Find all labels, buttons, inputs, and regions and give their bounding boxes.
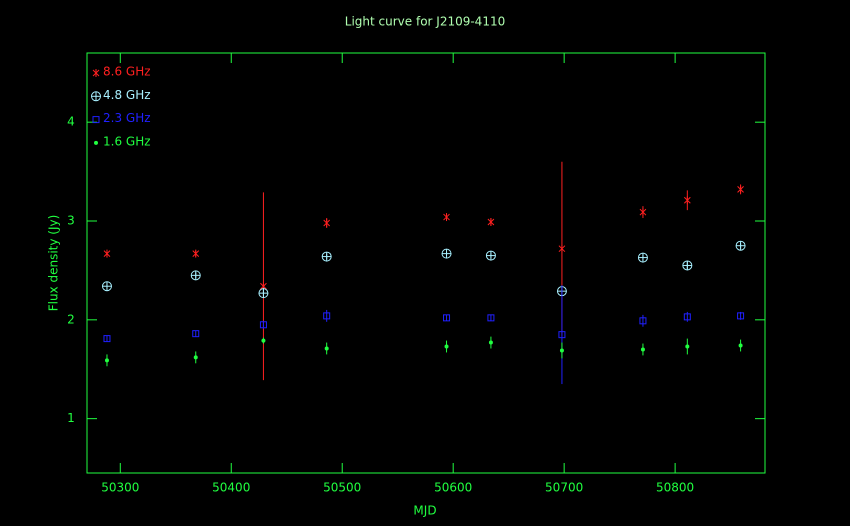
data-point xyxy=(101,281,112,292)
data-point xyxy=(323,218,331,227)
marker-part xyxy=(683,313,691,321)
data-point xyxy=(487,217,495,226)
marker-part xyxy=(559,348,564,353)
data-point xyxy=(737,185,744,194)
data-point xyxy=(443,213,450,222)
legend-marker xyxy=(92,116,100,124)
data-point xyxy=(190,270,201,281)
marker-part xyxy=(94,140,98,145)
x-tick-label: 50300 xyxy=(101,481,139,495)
y-tick-label: 4 xyxy=(67,115,75,129)
legend-label: 8.6 GHz xyxy=(103,65,151,79)
marker-part xyxy=(261,338,266,343)
data-point xyxy=(735,240,746,251)
data-point xyxy=(258,288,269,299)
marker-part xyxy=(324,346,329,351)
x-tick-label: 50700 xyxy=(545,481,583,495)
data-point xyxy=(738,343,743,348)
marker-part xyxy=(92,116,100,124)
data-point xyxy=(558,331,566,339)
data-point xyxy=(685,344,690,349)
marker-part xyxy=(104,358,109,363)
data-point xyxy=(444,344,449,349)
data-point xyxy=(443,314,451,322)
data-point xyxy=(261,338,266,343)
plot-frame xyxy=(86,52,766,474)
data-point xyxy=(323,312,331,320)
y-axis-label: Flux density (Jy) xyxy=(47,215,61,312)
data-point xyxy=(321,251,332,262)
data-point xyxy=(192,249,200,258)
data-point xyxy=(193,355,198,360)
data-point xyxy=(103,249,111,258)
marker-part xyxy=(639,317,647,325)
marker-part xyxy=(685,344,690,349)
data-point xyxy=(639,208,647,217)
x-tick-label: 50600 xyxy=(434,481,472,495)
legend-label: 2.3 GHz xyxy=(103,111,151,125)
data-point xyxy=(192,330,200,338)
legend-marker xyxy=(91,91,101,102)
x-tick-label: 50800 xyxy=(656,481,694,495)
data-point xyxy=(259,321,267,329)
marker-part xyxy=(558,331,566,339)
data-point xyxy=(682,260,693,271)
marker-part xyxy=(259,321,267,329)
data-point xyxy=(637,252,648,263)
x-tick-label: 50500 xyxy=(323,481,361,495)
x-tick-label: 50400 xyxy=(212,481,250,495)
data-point xyxy=(683,313,691,321)
marker-part xyxy=(443,314,451,322)
marker-part xyxy=(192,330,200,338)
data-point xyxy=(558,244,566,253)
data-point xyxy=(487,314,495,322)
x-axis-label: MJD xyxy=(413,504,436,518)
marker-part xyxy=(193,355,198,360)
data-point xyxy=(441,248,452,259)
marker-part xyxy=(488,340,493,345)
y-tick-label: 3 xyxy=(67,214,75,228)
legend-label: 1.6 GHz xyxy=(103,134,151,148)
data-point xyxy=(485,250,496,261)
data-point xyxy=(324,346,329,351)
marker-part xyxy=(323,312,331,320)
marker-part xyxy=(103,335,111,343)
chart-title: Light curve for J2109-4110 xyxy=(345,15,505,29)
legend-label: 4.8 GHz xyxy=(103,88,151,102)
marker-part xyxy=(738,343,743,348)
marker-part xyxy=(487,314,495,322)
legend-marker xyxy=(92,69,100,77)
data-point xyxy=(640,347,645,352)
data-point xyxy=(559,348,564,353)
data-point xyxy=(639,317,647,325)
marker-part xyxy=(444,344,449,349)
data-point xyxy=(683,196,691,205)
data-point xyxy=(104,358,109,363)
marker-part xyxy=(737,312,745,320)
data-point xyxy=(488,340,493,345)
y-tick-label: 1 xyxy=(67,411,75,425)
data-point xyxy=(737,312,745,320)
data-point xyxy=(103,335,111,343)
y-tick-label: 2 xyxy=(67,312,75,326)
marker-part xyxy=(640,347,645,352)
legend-marker xyxy=(94,140,98,145)
